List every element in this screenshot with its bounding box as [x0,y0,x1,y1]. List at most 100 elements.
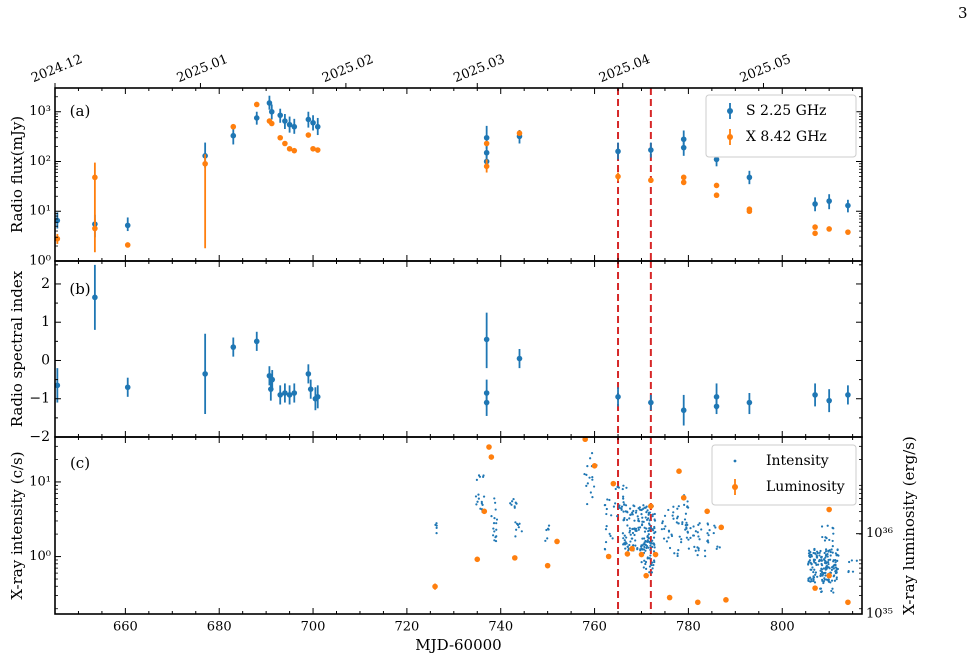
intensity-point [647,513,650,516]
x-tick-label: 780 [676,620,701,635]
data-point [305,132,312,138]
intensity-point [648,523,651,526]
data-point [746,399,753,406]
intensity-point [704,555,707,558]
y-tick-label: 10² [29,154,51,169]
data-point [282,118,288,124]
intensity-point [605,512,608,516]
intensity-point [643,559,646,562]
intensity-point [612,505,616,508]
intensity-point [622,537,625,540]
intensity-point [645,567,648,571]
y-right-tick-label: 10³⁶ [866,526,893,541]
intensity-point [667,508,670,512]
luminosity-point [591,463,598,469]
intensity-point [481,503,484,506]
intensity-point [828,549,831,552]
intensity-point [547,524,551,527]
y-tick-label: 1 [41,314,50,330]
intensity-point [814,573,817,576]
y-right-tick-label: 10³⁵ [866,607,893,622]
data-point [54,382,61,389]
intensity-point [660,528,664,531]
intensity-point [643,545,646,549]
data-point [648,399,654,406]
intensity-point [477,493,480,496]
data-point [483,163,490,170]
intensity-point [807,552,811,555]
luminosity-point [512,555,518,561]
intensity-point [650,571,654,574]
intensity-point [718,546,721,549]
intensity-point [621,532,625,535]
intensity-point [629,533,632,536]
data-point [286,121,293,128]
intensity-point [493,517,496,520]
data-point [483,140,490,147]
intensity-point [632,509,635,513]
luminosity-point [544,562,551,569]
intensity-point [812,575,815,578]
data-point [314,147,321,153]
data-point [648,177,654,184]
y-tick-label: −1 [29,391,50,407]
luminosity-point [638,551,645,558]
intensity-point [626,545,629,548]
intensity-point [631,527,634,531]
luminosity-point [704,508,710,515]
intensity-point [647,511,651,514]
legend-box [705,94,857,158]
intensity-point [661,520,664,523]
y-right-axis-label: X-ray luminosity (erg/s) [900,436,918,615]
luminosity-point [723,597,729,603]
intensity-point [686,500,689,503]
data-point [282,140,288,147]
intensity-point [653,519,657,522]
data-point [268,108,275,115]
intensity-point [641,537,644,540]
intensity-point [652,542,656,546]
intensity-point [640,561,643,564]
intensity-point [812,570,815,574]
intensity-point [663,514,667,517]
intensity-point [653,532,656,535]
intensity-point [832,567,835,570]
intensity-point [620,508,623,511]
intensity-point [648,519,651,522]
intensity-point [831,551,834,554]
intensity-point [512,497,515,501]
intensity-point [824,571,827,574]
intensity-point [813,581,817,584]
intensity-point [628,527,631,530]
y-axis-label: X-ray intensity (c/s) [8,451,26,599]
intensity-point [480,500,483,503]
intensity-point [634,511,638,514]
intensity-point [672,505,675,508]
y-tick-label: 2 [41,276,50,292]
data-point [291,123,298,130]
intensity-point [823,551,826,555]
intensity-point [663,527,666,531]
intensity-point [624,504,628,507]
intensity-point [680,538,683,541]
data-point [310,119,316,126]
intensity-point [829,550,832,554]
intensity-point [589,457,592,460]
intensity-point [821,535,824,539]
intensity-point [830,566,834,569]
x-axis-label: MJD-60000 [415,636,501,654]
intensity-point [634,529,637,532]
intensity-point [662,537,666,540]
intensity-point [644,506,647,509]
data-point [282,390,288,396]
intensity-point [644,560,648,564]
intensity-point [824,548,828,551]
intensity-point [686,505,689,509]
luminosity-point [624,551,631,557]
intensity-point [648,571,651,574]
intensity-point [829,554,832,557]
intensity-point [637,519,640,522]
data-point [277,112,284,119]
data-point [812,230,818,237]
